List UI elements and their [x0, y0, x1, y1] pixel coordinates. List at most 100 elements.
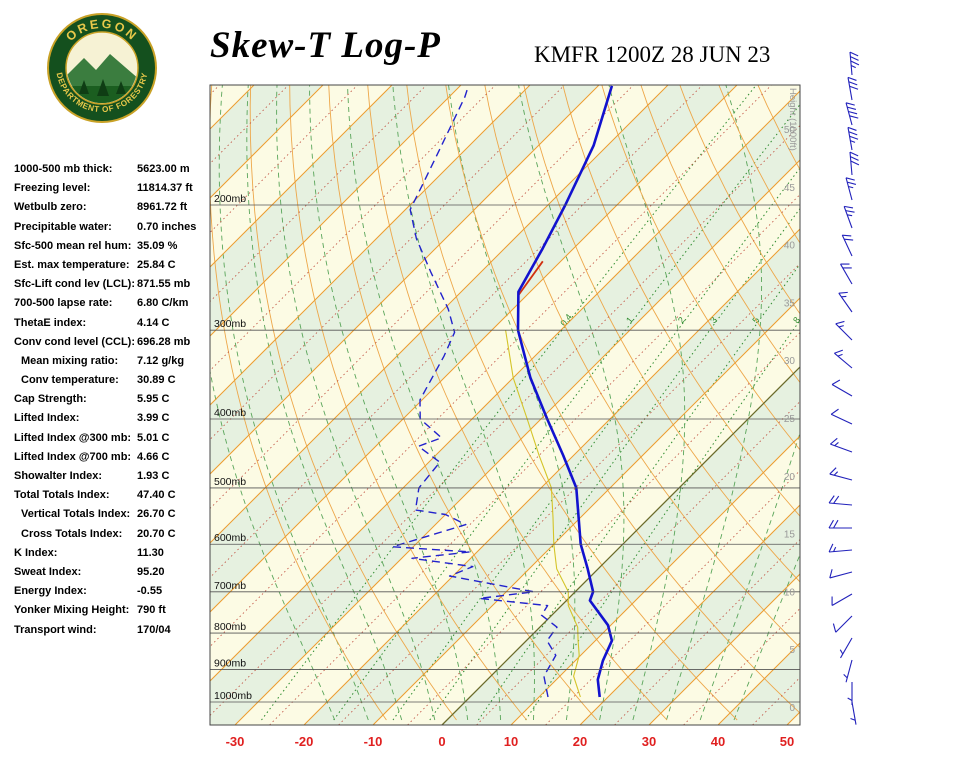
- stat-row: Conv cond level (CCL): 696.28 mb: [14, 336, 214, 355]
- stat-value: 11814.37 ft: [137, 182, 193, 195]
- stat-label: Sfc-Lift cond lev (LCL):: [14, 278, 135, 291]
- stat-label: Est. max temperature:: [14, 258, 130, 271]
- stat-value: 5.01 C: [137, 431, 170, 444]
- stat-value: 26.70 C: [137, 508, 176, 521]
- wind-barb-icon: [829, 467, 853, 481]
- height-tick-label: 25: [784, 414, 796, 425]
- height-tick-label: 5: [789, 645, 795, 656]
- wind-barb-icon: [828, 543, 853, 553]
- stat-row: Conv temperature: 30.89 C: [14, 374, 214, 393]
- stat-row: Est. max temperature: 25.84 C: [14, 259, 214, 278]
- height-axis-title: Height (1000ft): [787, 88, 798, 151]
- wind-barb-column: [828, 51, 860, 725]
- pressure-label: 700mb: [214, 580, 246, 592]
- temp-axis-label: -30: [226, 734, 245, 749]
- stat-row: Lifted Index: 3.99 C: [14, 412, 214, 431]
- logo-tree-icon: [97, 79, 109, 96]
- wind-barb-icon: [831, 593, 853, 606]
- stat-row: Lifted Index @700 mb: 4.66 C: [14, 451, 214, 470]
- temp-axis-label: -10: [364, 734, 383, 749]
- wind-barb-icon: [847, 682, 853, 705]
- stat-row: K Index: 11.30: [14, 547, 214, 566]
- stat-row: Precipitable water: 0.70 inches: [14, 221, 214, 240]
- wind-barb-icon: [830, 408, 853, 425]
- temp-axis-label: 20: [573, 734, 587, 749]
- stat-row: Showalter Index: 1.93 C: [14, 470, 214, 489]
- wind-barb-icon: [835, 320, 853, 341]
- stat-row: Lifted Index @300 mb: 5.01 C: [14, 432, 214, 451]
- stat-value: 0.70 inches: [137, 220, 197, 233]
- stat-row: Transport wind: 170/04: [14, 624, 214, 643]
- temp-axis-label: 50: [780, 734, 794, 749]
- stat-label: Conv temperature:: [21, 374, 119, 387]
- mixing-ratio-label: 3: [708, 315, 719, 325]
- stat-label: Yonker Mixing Height:: [14, 604, 130, 617]
- temperature-trace: [516, 85, 614, 698]
- height-tick-label: 15: [784, 530, 796, 541]
- stat-value: 7.12 g/kg: [137, 354, 185, 367]
- stat-value: 47.40 C: [137, 489, 176, 502]
- stat-label: ThetaE index:: [14, 316, 87, 329]
- height-tick-label: 10: [784, 587, 796, 598]
- stat-value: 3.99 C: [137, 412, 170, 425]
- isobars: 200mb 300mb 400mb 500mb 600mb 700mb 800mb 900mb…: [210, 193, 800, 703]
- stat-row: Sweat Index: 95.20: [14, 566, 214, 585]
- stat-value: 8961.72 ft: [137, 201, 188, 214]
- stat-row: Cross Totals Index: 20.70 C: [14, 528, 214, 547]
- height-tick-label: 45: [784, 183, 796, 194]
- temp-axis-label: 0: [438, 734, 445, 749]
- wind-barb-icon: [829, 569, 853, 579]
- pressure-label: 900mb: [214, 657, 246, 669]
- wind-barb-icon: [832, 615, 853, 633]
- stat-row: Sfc-500 mean rel hum: 35.09 %: [14, 240, 214, 259]
- stat-row: Total Totals Index: 47.40 C: [14, 489, 214, 508]
- stat-label: Precipitable water:: [14, 220, 112, 233]
- wind-barb-icon: [839, 637, 853, 659]
- stat-label: Vertical Totals Index:: [21, 508, 131, 521]
- height-tick-label: 30: [784, 356, 796, 367]
- stat-row: Wetbulb zero: 8961.72 ft: [14, 201, 214, 220]
- pressure-label: 600mb: [214, 532, 246, 544]
- stat-value: 170/04: [137, 623, 171, 636]
- height-tick-label: 50: [784, 125, 796, 136]
- stat-value: 6.80 C/km: [137, 297, 189, 310]
- stat-label: Sfc-500 mean rel hum:: [14, 239, 132, 252]
- stat-value: 20.70 C: [137, 527, 176, 540]
- stat-value: 1.93 C: [137, 470, 170, 482]
- stat-label: Wetbulb zero:: [14, 201, 87, 214]
- temp-axis-label: 10: [504, 734, 518, 749]
- stat-label: Lifted Index @700 mb:: [14, 450, 132, 463]
- stat-value: 95.20: [137, 565, 165, 578]
- plot-frame: [209, 84, 801, 726]
- stat-row: Cap Strength: 5.95 C: [14, 393, 214, 412]
- mixing-ratio-label: 8: [791, 315, 802, 325]
- stat-label: Mean mixing ratio:: [21, 354, 119, 367]
- stat-row: 700-500 lapse rate: 6.80 C/km: [14, 297, 214, 316]
- stat-label: Showalter Index:: [14, 470, 103, 482]
- inversion-overlay: [517, 260, 544, 296]
- pressure-label: 300mb: [214, 318, 246, 330]
- pressure-label: 800mb: [214, 621, 246, 633]
- stat-value: 696.28 mb: [137, 335, 191, 348]
- stat-label: Cap Strength:: [14, 393, 87, 406]
- wind-barb-icon: [834, 349, 853, 369]
- wind-barb-icon: [843, 205, 855, 229]
- wind-barb-icon: [847, 76, 859, 101]
- wind-barb-icon: [841, 234, 854, 257]
- dewpoint-trace: [391, 85, 558, 698]
- pressure-label: 1000mb: [214, 690, 252, 702]
- stat-label: Energy Index:: [14, 585, 87, 598]
- temp-axis-label: -20: [295, 734, 314, 749]
- temp-axis-label: 30: [642, 734, 656, 749]
- stat-label: 700-500 lapse rate:: [14, 297, 113, 310]
- wetbulb-trace: [505, 330, 581, 698]
- pressure-label: 500mb: [214, 476, 246, 488]
- stat-value: 4.14 C: [137, 316, 170, 329]
- mixing-ratio-label: 2: [676, 315, 687, 325]
- wind-barb-icon: [828, 519, 852, 529]
- wind-barb-icon: [845, 177, 857, 201]
- stat-row: Energy Index: -0.55: [14, 585, 214, 604]
- stat-value: 790 ft: [137, 604, 166, 617]
- stat-value: 5.95 C: [137, 393, 170, 406]
